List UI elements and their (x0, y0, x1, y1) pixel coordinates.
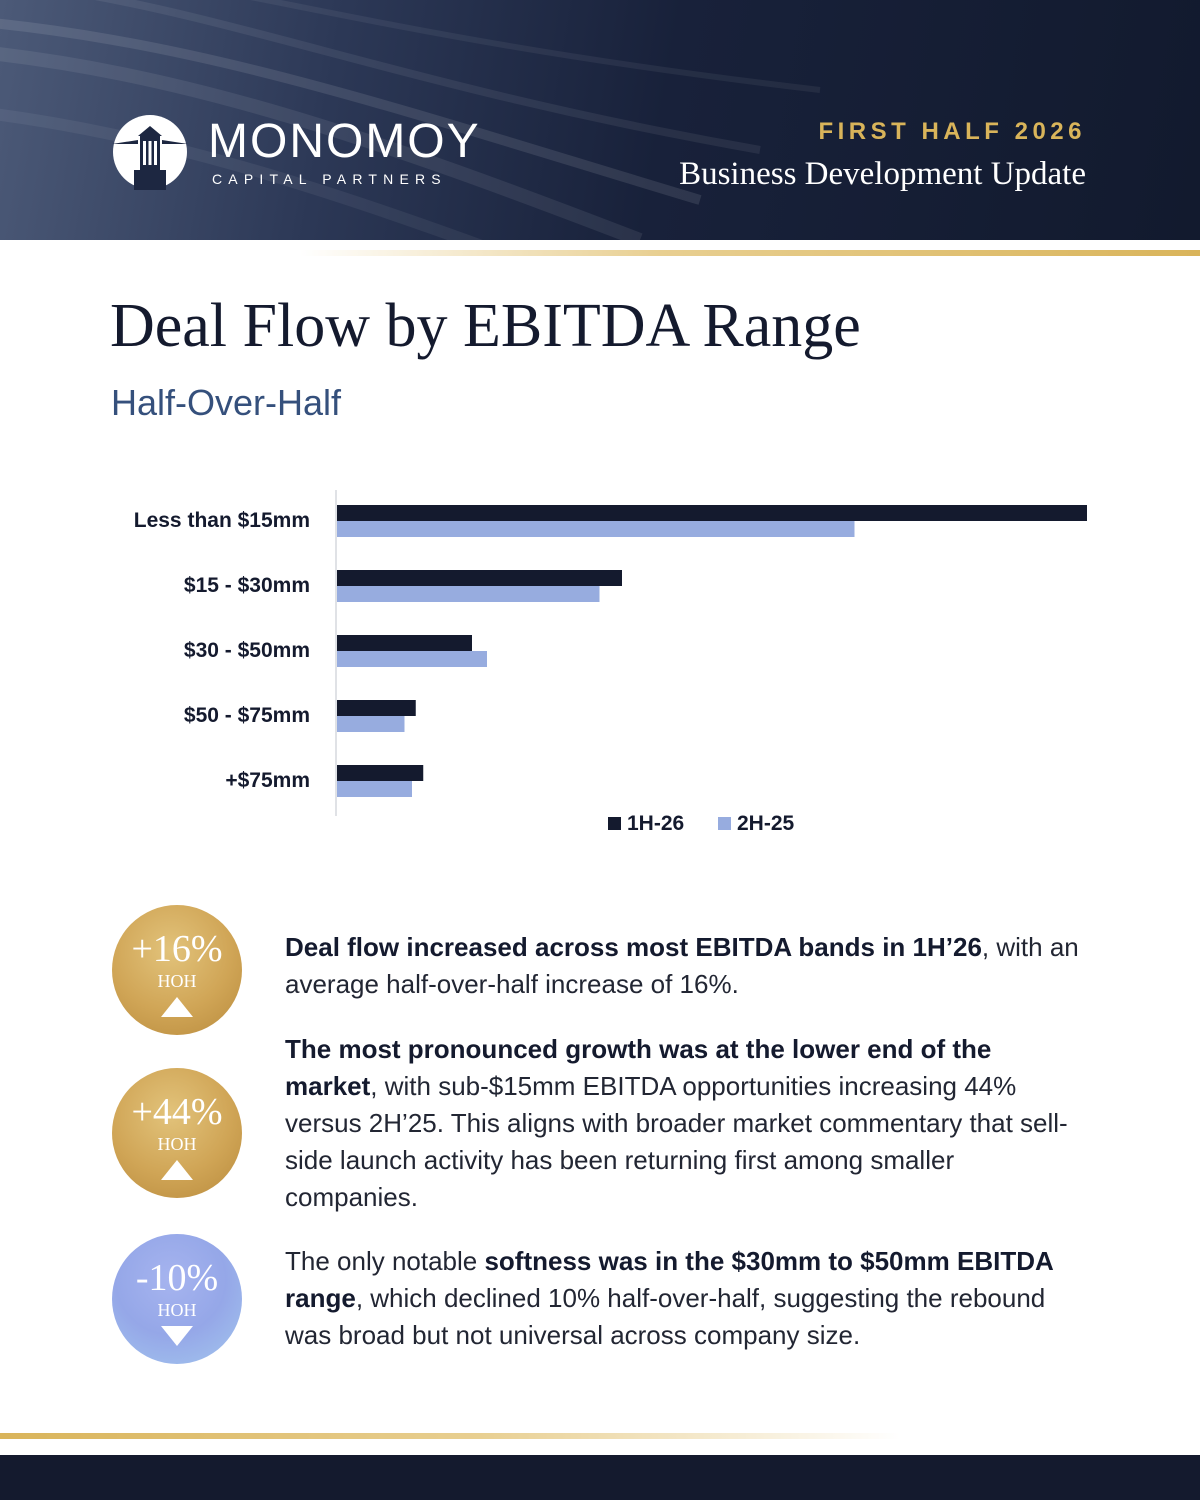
bar-2h-25 (337, 651, 487, 667)
insight-paragraph-2: The most pronounced growth was at the lo… (285, 1031, 1085, 1216)
gold-divider-top (0, 250, 1200, 256)
insight-paragraph-1: Deal flow increased across most EBITDA b… (285, 929, 1085, 1003)
report-title: Business Development Update (679, 156, 1086, 192)
insight-badge-1: +16% HOH (112, 905, 242, 1035)
brand-name: MONOMOY (208, 115, 481, 168)
legend-swatch (718, 817, 731, 830)
bar-1h-26 (337, 635, 472, 651)
bar-1h-26 (337, 700, 416, 716)
gold-divider-bottom (0, 1433, 1200, 1439)
arrow-up-icon (161, 997, 193, 1017)
legend-label: 2H-25 (737, 812, 795, 835)
page-title: Deal Flow by EBITDA Range (110, 292, 861, 360)
bar-2h-25 (337, 521, 855, 537)
badge-percent: +44% (131, 1091, 223, 1133)
page-footer (0, 1455, 1200, 1500)
insight-text: , with an average half-over-half increas… (285, 932, 1079, 999)
insight-highlight: The most pronounced growth was at the lo… (285, 1034, 992, 1101)
bar-2h-25 (337, 781, 412, 797)
bar-1h-26 (337, 570, 622, 586)
legend-label: 1H-26 (627, 812, 684, 835)
lighthouse-logo-icon (112, 115, 188, 190)
badge-percent: +16% (131, 928, 223, 970)
insight-badge-2: +44% HOH (112, 1068, 242, 1198)
category-tick-label: +$75mm (225, 769, 310, 792)
header-wave-decoration (0, 0, 821, 240)
badge-percent: -10% (135, 1257, 219, 1299)
badge-label: HOH (157, 1134, 197, 1154)
insight-badge-3: -10% HOH (112, 1234, 242, 1364)
deal-flow-bar-chart: Less than $15mm $15 - $30mm $30 - $50mm $50… (134, 490, 1087, 835)
bar-1h-26 (337, 765, 424, 781)
category-tick-label: Less than $15mm (134, 509, 310, 532)
insight-text-lead: The only notable (285, 1246, 485, 1276)
insight-paragraph-3: The only notable softness was in the $30… (285, 1243, 1085, 1354)
arrow-down-icon (161, 1326, 193, 1346)
page-header: MONOMOY CAPITAL PARTNERS FIRST HALF 2026… (0, 0, 1200, 240)
insight-text: , with sub-$15mm EBITDA opportunities in… (285, 1071, 1068, 1212)
badge-label: HOH (157, 1300, 197, 1320)
insight-highlight: softness was in the $30mm to $50mm EBITD… (285, 1246, 1053, 1313)
badge-label: HOH (157, 971, 197, 991)
category-tick-label: $30 - $50mm (184, 639, 310, 662)
bar-2h-25 (337, 716, 405, 732)
insight-text: , which declined 10% half-over-half, sug… (285, 1283, 1046, 1350)
category-tick-label: $50 - $75mm (184, 704, 310, 727)
report-period: FIRST HALF 2026 (818, 118, 1086, 145)
page-subtitle: Half-Over-Half (111, 382, 342, 423)
insight-highlight: Deal flow increased across most EBITDA b… (285, 932, 982, 962)
category-tick-label: $15 - $30mm (184, 574, 310, 597)
brand-subtitle: CAPITAL PARTNERS (212, 171, 447, 187)
arrow-up-icon (161, 1160, 193, 1180)
legend-swatch (608, 817, 621, 830)
bar-1h-26 (337, 505, 1087, 521)
bar-2h-25 (337, 586, 600, 602)
